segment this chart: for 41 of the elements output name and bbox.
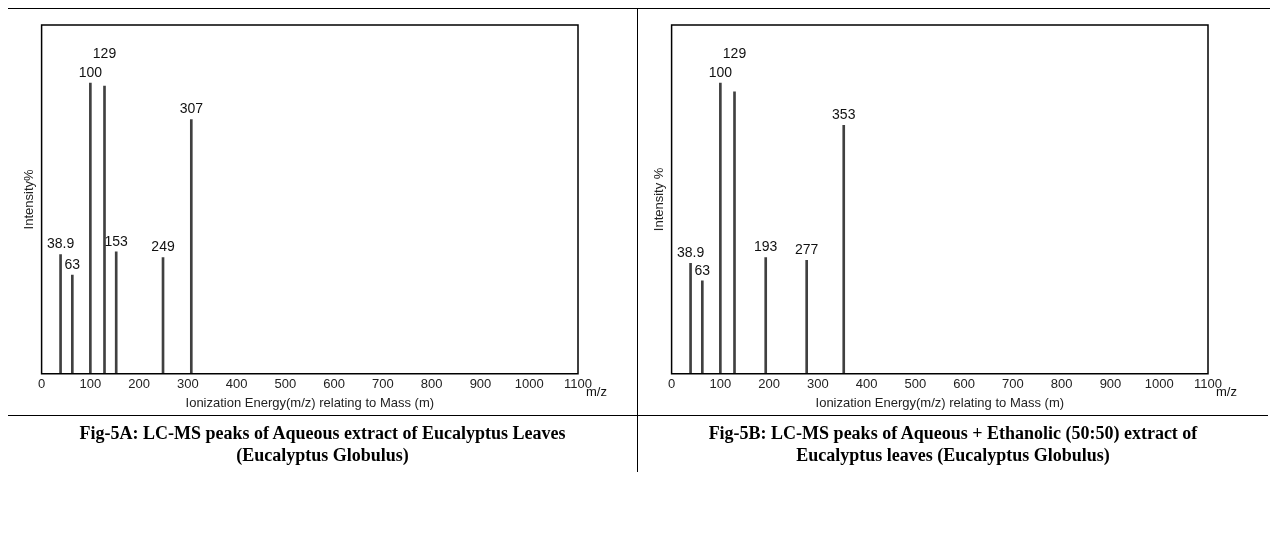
- x-tick-label: 800: [420, 376, 443, 392]
- x-tick-label: 200: [758, 376, 780, 392]
- x-tick-label: 300: [177, 376, 199, 392]
- x-axis-title: Ionization Energy(m/z) relating to Mass (m): [815, 394, 1065, 410]
- x-tick-label: 1000: [1144, 376, 1174, 392]
- x-tick-label: 600: [323, 376, 346, 392]
- text: Fig-5B: LC-MS peaks of Aqueous + Ethanolic (50:50) extract of Eucalyptus leaves (Eucalyptus Globulus): [638, 415, 1268, 472]
- x-tick-label: 500: [904, 376, 927, 392]
- x-tick-label: 400: [225, 376, 248, 392]
- x-tick-label: 0: [37, 376, 46, 392]
- annotation: 38.9: [46, 235, 75, 252]
- annotation: 100: [78, 63, 103, 80]
- x-tick-label: 100: [709, 376, 732, 392]
- x-tick-label: 700: [1002, 376, 1024, 392]
- annotation: 100: [708, 63, 733, 80]
- x-tick-label: 300: [807, 376, 829, 392]
- x-tick-label: 200: [128, 376, 150, 392]
- text: Fig-5A: LC-MS peaks of Aqueous extract of Eucalyptus Leaves (Eucalyptus Globulus): [8, 415, 637, 472]
- annotation: 63: [694, 261, 711, 278]
- annotation: 193: [754, 238, 778, 255]
- x-tick-label: 500: [274, 376, 297, 392]
- annotation: 249: [151, 238, 175, 255]
- annotation: 307: [179, 100, 204, 117]
- x-tick-label: 600: [953, 376, 976, 392]
- y-axis-title: Intensity %: [651, 167, 667, 232]
- x-tick-label: 900: [1099, 376, 1122, 392]
- annotation: 277: [795, 241, 819, 258]
- x-tick-label: 400: [855, 376, 878, 392]
- y-axis-title: Intensity%: [21, 168, 37, 230]
- x-tick-label: 900: [469, 376, 492, 392]
- x-tick-label: 800: [1050, 376, 1073, 392]
- x-tick-label: 100: [79, 376, 102, 392]
- annotation: 63: [64, 255, 81, 272]
- annotation: 129: [722, 44, 747, 61]
- annotation: 38.9: [676, 244, 705, 261]
- x-tick-label: 0: [667, 376, 676, 392]
- x-tick-label: 1000: [514, 376, 544, 392]
- annotation: 129: [92, 44, 117, 61]
- x-axis-title: Ionization Energy(m/z) relating to Mass (m): [185, 394, 435, 410]
- annotation: 353: [832, 106, 856, 123]
- x-tick-label: 700: [372, 376, 394, 392]
